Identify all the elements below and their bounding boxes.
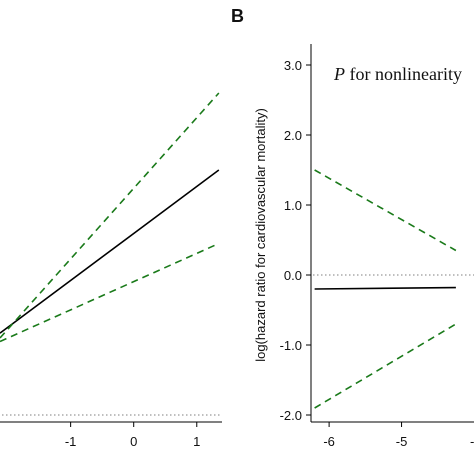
x-tick-label: -1: [65, 434, 77, 449]
panel-a: -1 0 1: [0, 92, 222, 449]
series-estimate: [314, 286, 456, 290]
series-lower-ci: [0, 242, 220, 343]
y-tick-label: 0.0: [284, 268, 302, 283]
y-tick-label: -1.0: [280, 338, 302, 353]
panel-b: B log(hazard ratio for cardiovascular mo…: [231, 6, 474, 449]
series-estimate: [0, 169, 220, 334]
series-upper-ci: [0, 92, 220, 339]
x-tick-label: -6: [323, 434, 335, 449]
panel-b-annotation: P for nonlinearity: [333, 64, 462, 84]
series-upper-ci: [314, 169, 457, 252]
panel-b-label: B: [231, 6, 244, 26]
x-tick-label: 1: [193, 434, 200, 449]
series-lower-ci: [314, 323, 457, 409]
y-tick-label: 1.0: [284, 198, 302, 213]
annotation-rest: for nonlinearity: [345, 64, 462, 84]
cut-tick-label: -: [470, 434, 474, 449]
y-tick-label: 3.0: [284, 58, 302, 73]
y-tick-label: -2.0: [280, 408, 302, 423]
x-tick-label: -5: [396, 434, 408, 449]
x-tick-label: 0: [130, 434, 137, 449]
panel-b-y-axis-title: log(hazard ratio for cardiovascular mort…: [253, 108, 268, 362]
y-tick-label: 2.0: [284, 128, 302, 143]
p-italic: P: [333, 64, 345, 84]
